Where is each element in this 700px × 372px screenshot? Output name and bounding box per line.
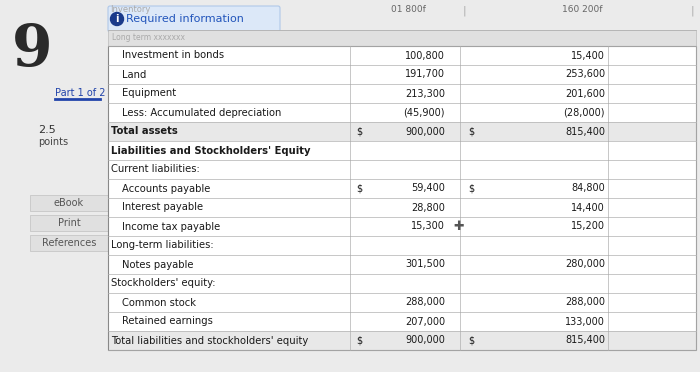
Text: Equipment: Equipment: [122, 89, 176, 99]
Text: Long term xxxxxxx: Long term xxxxxxx: [112, 33, 185, 42]
Text: Retained earnings: Retained earnings: [122, 317, 213, 327]
Text: $: $: [468, 126, 474, 137]
Text: ✚: ✚: [453, 220, 463, 233]
Text: Liabilities and Stockholders' Equity: Liabilities and Stockholders' Equity: [111, 145, 311, 155]
Bar: [108, 46, 696, 350]
Text: Investment in bonds: Investment in bonds: [122, 51, 224, 61]
Text: Print: Print: [57, 218, 80, 228]
Text: eBook: eBook: [54, 198, 84, 208]
Bar: [108, 274, 696, 293]
Bar: [108, 103, 696, 122]
Text: Common stock: Common stock: [122, 298, 196, 308]
Bar: [108, 122, 696, 141]
Text: points: points: [38, 137, 68, 147]
Text: $: $: [468, 336, 474, 346]
Bar: [108, 312, 696, 331]
Bar: [30, 235, 108, 251]
Bar: [108, 179, 696, 198]
Text: 01 800f: 01 800f: [391, 5, 426, 14]
Text: 900,000: 900,000: [405, 126, 445, 137]
Text: $: $: [356, 126, 362, 137]
Text: $: $: [356, 336, 362, 346]
Circle shape: [111, 13, 123, 26]
Text: 59,400: 59,400: [411, 183, 445, 193]
Bar: [108, 293, 696, 312]
Text: 15,300: 15,300: [411, 221, 445, 231]
Bar: [108, 141, 696, 160]
Text: i: i: [116, 14, 119, 24]
Bar: [108, 236, 696, 255]
Text: 84,800: 84,800: [571, 183, 605, 193]
Bar: [30, 195, 108, 211]
Text: 288,000: 288,000: [405, 298, 445, 308]
Text: Land: Land: [122, 70, 146, 80]
Text: $: $: [468, 183, 474, 193]
Text: Income tax payable: Income tax payable: [122, 221, 220, 231]
Text: 133,000: 133,000: [565, 317, 605, 327]
Text: (45,900): (45,900): [403, 108, 445, 118]
Text: 253,600: 253,600: [565, 70, 605, 80]
Text: Total liabilities and stockholders' equity: Total liabilities and stockholders' equi…: [111, 336, 308, 346]
Text: 900,000: 900,000: [405, 336, 445, 346]
Text: Accounts payable: Accounts payable: [122, 183, 211, 193]
Text: 160 200f: 160 200f: [561, 5, 602, 14]
Text: |: |: [690, 5, 694, 16]
Bar: [108, 160, 696, 179]
Text: 15,400: 15,400: [571, 51, 605, 61]
Text: 191,700: 191,700: [405, 70, 445, 80]
FancyBboxPatch shape: [108, 6, 280, 32]
Text: Inventory: Inventory: [110, 5, 150, 14]
Text: 28,800: 28,800: [411, 202, 445, 212]
Bar: [108, 217, 696, 236]
Text: $: $: [356, 183, 362, 193]
Text: 14,400: 14,400: [571, 202, 605, 212]
Text: 288,000: 288,000: [565, 298, 605, 308]
Text: References: References: [42, 238, 96, 248]
Text: 9: 9: [12, 22, 52, 78]
Text: 100,800: 100,800: [405, 51, 445, 61]
Text: 301,500: 301,500: [405, 260, 445, 269]
Text: Current liabilities:: Current liabilities:: [111, 164, 199, 174]
Text: Less: Accumulated depreciation: Less: Accumulated depreciation: [122, 108, 281, 118]
Text: 15,200: 15,200: [571, 221, 605, 231]
Text: 815,400: 815,400: [565, 126, 605, 137]
Bar: [108, 46, 696, 65]
Text: |: |: [462, 5, 466, 16]
Text: 280,000: 280,000: [565, 260, 605, 269]
Text: 207,000: 207,000: [405, 317, 445, 327]
Text: 2.5: 2.5: [38, 125, 56, 135]
Bar: [108, 331, 696, 350]
Bar: [30, 215, 108, 231]
Bar: [108, 84, 696, 103]
Text: Part 1 of 2: Part 1 of 2: [55, 88, 106, 98]
Text: Stockholders' equity:: Stockholders' equity:: [111, 279, 216, 289]
Text: (28,000): (28,000): [564, 108, 605, 118]
Text: Total assets: Total assets: [111, 126, 178, 137]
Bar: [108, 65, 696, 84]
Text: Notes payable: Notes payable: [122, 260, 193, 269]
Text: Long-term liabilities:: Long-term liabilities:: [111, 241, 214, 250]
Text: Interest payable: Interest payable: [122, 202, 203, 212]
Text: Required information: Required information: [126, 14, 244, 24]
Text: 815,400: 815,400: [565, 336, 605, 346]
Bar: [108, 30, 696, 46]
Bar: [108, 255, 696, 274]
Bar: [108, 198, 696, 217]
Text: 213,300: 213,300: [405, 89, 445, 99]
Text: 201,600: 201,600: [565, 89, 605, 99]
